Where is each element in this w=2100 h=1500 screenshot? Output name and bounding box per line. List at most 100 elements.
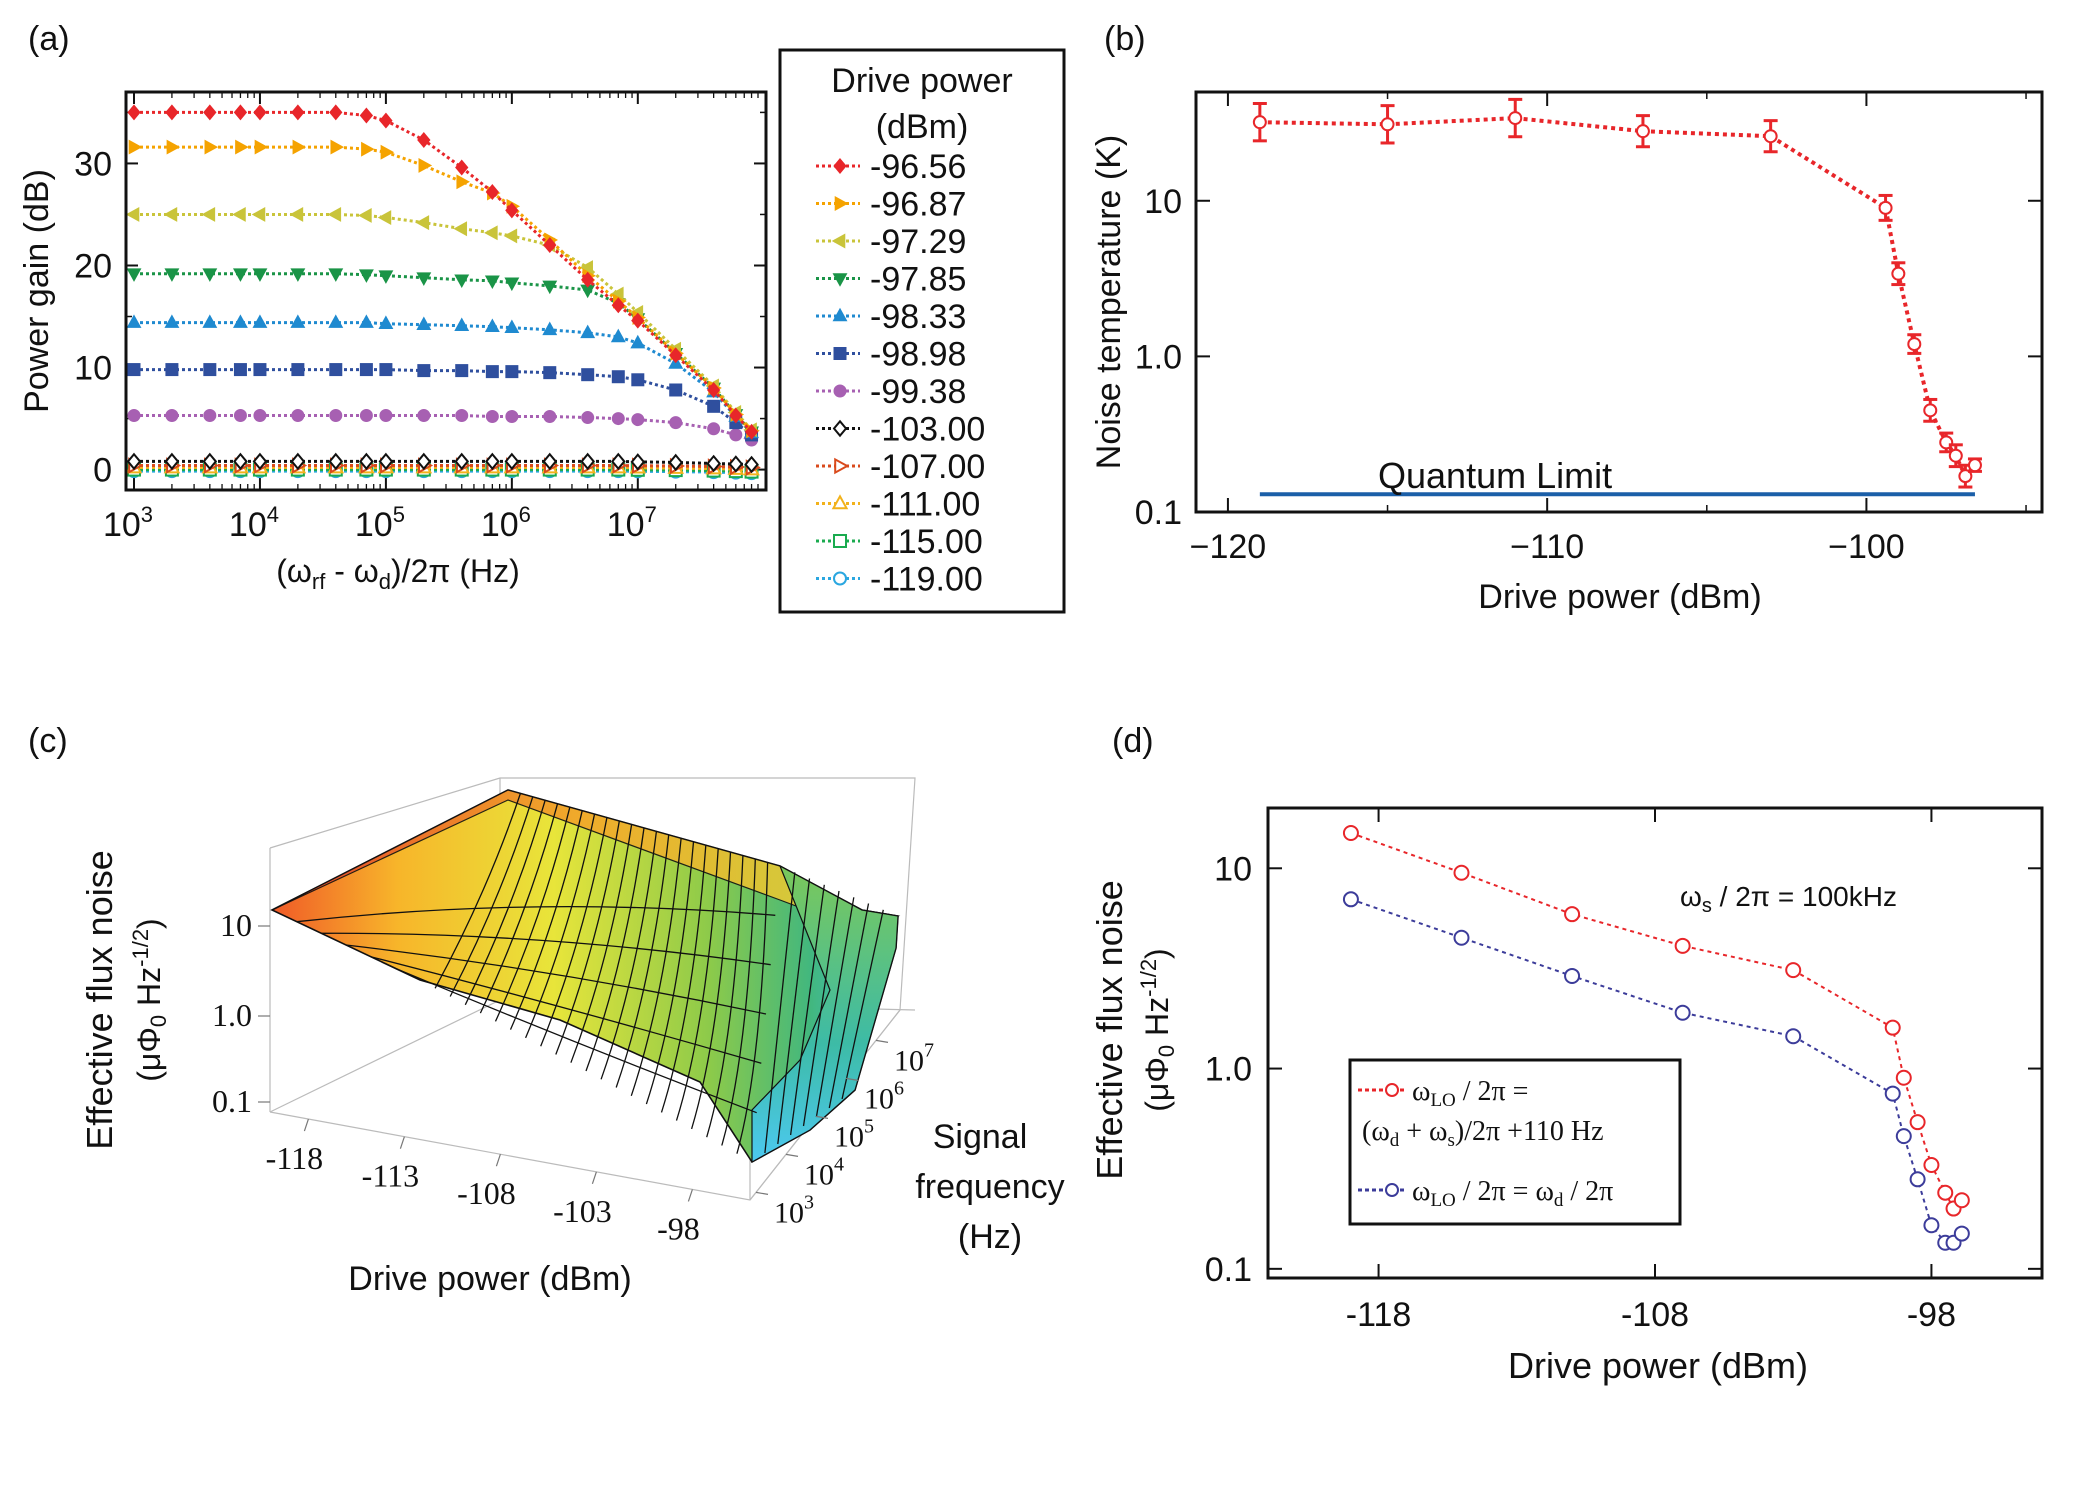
panel-d-legend-box <box>1348 1058 1682 1226</box>
legend-entry: -115.00 <box>870 523 983 561</box>
legend-key-marker <box>833 534 847 548</box>
noise-tick-label: 10 <box>220 907 252 943</box>
data-point <box>505 365 519 379</box>
data-point <box>127 104 141 121</box>
data-point <box>378 452 394 471</box>
data-point <box>252 314 268 328</box>
data-point <box>1907 337 1922 352</box>
data-point <box>290 314 306 328</box>
data-point <box>290 452 306 471</box>
data-point <box>232 207 246 222</box>
drive-tick <box>303 1118 309 1132</box>
data-point <box>542 321 558 336</box>
panel-c-ylabel-line1: Effective flux noise <box>79 850 120 1150</box>
mesh-line <box>789 884 825 1136</box>
data-point <box>453 221 468 237</box>
data-point <box>1252 115 1267 130</box>
mesh-line <box>660 845 707 1113</box>
data-point <box>611 412 625 426</box>
data-point <box>706 454 721 473</box>
data-point <box>289 207 304 222</box>
data-point <box>503 228 518 244</box>
mesh-line <box>540 817 608 1047</box>
data-point <box>290 268 306 282</box>
data-point <box>203 409 217 423</box>
panel-d-annotation: ωs / 2π = 100kHz <box>1680 881 1897 917</box>
panel-c-zlabel-line1: Signal <box>933 1118 1028 1156</box>
panel-d-axes: -118 -108 -98 0.1 1.0 10 <box>1205 808 2042 1334</box>
data-point <box>631 312 645 329</box>
data-point <box>1763 129 1778 144</box>
legend-key-marker <box>834 457 850 475</box>
mesh-line <box>828 903 870 1109</box>
data-point <box>1884 1019 1901 1036</box>
data-point <box>415 215 430 231</box>
data-point <box>416 272 432 286</box>
legend-entry: -98.33 <box>870 298 966 336</box>
panel-d-ylabel-line1: Effective flux noise <box>1089 880 1130 1180</box>
data-point <box>1453 929 1470 946</box>
data-point <box>1453 864 1470 881</box>
panel-b-series <box>1252 97 1982 497</box>
mesh-line <box>555 820 620 1055</box>
panel-c-zlabel-line3: (Hz) <box>958 1218 1022 1256</box>
series-line--96.56 <box>134 110 753 433</box>
data-point <box>455 159 469 176</box>
data-point <box>202 314 218 328</box>
data-point <box>358 314 374 328</box>
frequency-tick-label: 106 <box>864 1077 904 1115</box>
data-point <box>252 452 268 471</box>
data-point <box>359 409 373 423</box>
y-tick-label: 0.1 <box>1135 494 1182 532</box>
data-point <box>630 453 646 471</box>
data-point <box>359 452 374 471</box>
data-point <box>611 297 625 314</box>
data-point <box>1891 266 1906 281</box>
drive-tick-label: -113 <box>362 1158 419 1194</box>
data-point <box>233 104 248 121</box>
y-tick-label: 20 <box>74 247 112 285</box>
data-point <box>1909 1171 1926 1188</box>
data-point <box>163 207 178 222</box>
y-tick-label: 0 <box>93 452 112 490</box>
data-point <box>581 368 595 382</box>
data-point <box>669 347 683 364</box>
data-point <box>1635 124 1650 139</box>
data-point <box>165 104 179 121</box>
data-point <box>358 208 372 223</box>
series-line--98.98 <box>134 368 753 437</box>
data-point <box>126 452 142 471</box>
panel-d-label: (d) <box>1112 722 1154 760</box>
data-point <box>631 373 645 387</box>
data-point <box>378 315 394 329</box>
series-line--103.00 <box>134 459 752 466</box>
legend-entry: -98.98 <box>870 336 966 374</box>
data-point <box>1923 1217 1940 1234</box>
x-tick-exponent: 6 <box>519 502 531 527</box>
data-point <box>542 280 558 295</box>
noise-surface <box>270 789 901 1164</box>
data-point <box>1937 1184 1954 1201</box>
data-point <box>581 271 595 288</box>
data-point <box>291 363 305 377</box>
panel-d-legend: ωLO / 2π = (ωd + ωs)/2π +110 Hz ωLO / 2π… <box>1348 1058 1682 1226</box>
drive-tick-label: -103 <box>553 1193 612 1229</box>
data-point <box>668 453 684 472</box>
data-point <box>329 409 343 423</box>
panel-d-xlabel: Drive power (dBm) <box>1508 1345 1808 1386</box>
mesh-line <box>585 827 645 1072</box>
data-point <box>417 131 431 148</box>
series-line--98.33 <box>134 321 753 434</box>
legend-entry: -119.00 <box>870 561 983 599</box>
frequency-tick-exponent: 6 <box>894 1077 904 1099</box>
legend-key-marker <box>1385 1083 1399 1097</box>
data-point <box>327 207 342 222</box>
legend-entry: -107.00 <box>870 448 985 486</box>
mesh-line <box>525 814 596 1039</box>
data-point <box>707 422 721 436</box>
panel-d-ylabel-line2: (μΦ0 Hz-1/2) <box>1136 948 1179 1111</box>
data-point <box>233 452 248 471</box>
data-point <box>1674 937 1691 954</box>
noise-tick-label: 1.0 <box>212 997 252 1033</box>
data-point <box>455 364 469 378</box>
